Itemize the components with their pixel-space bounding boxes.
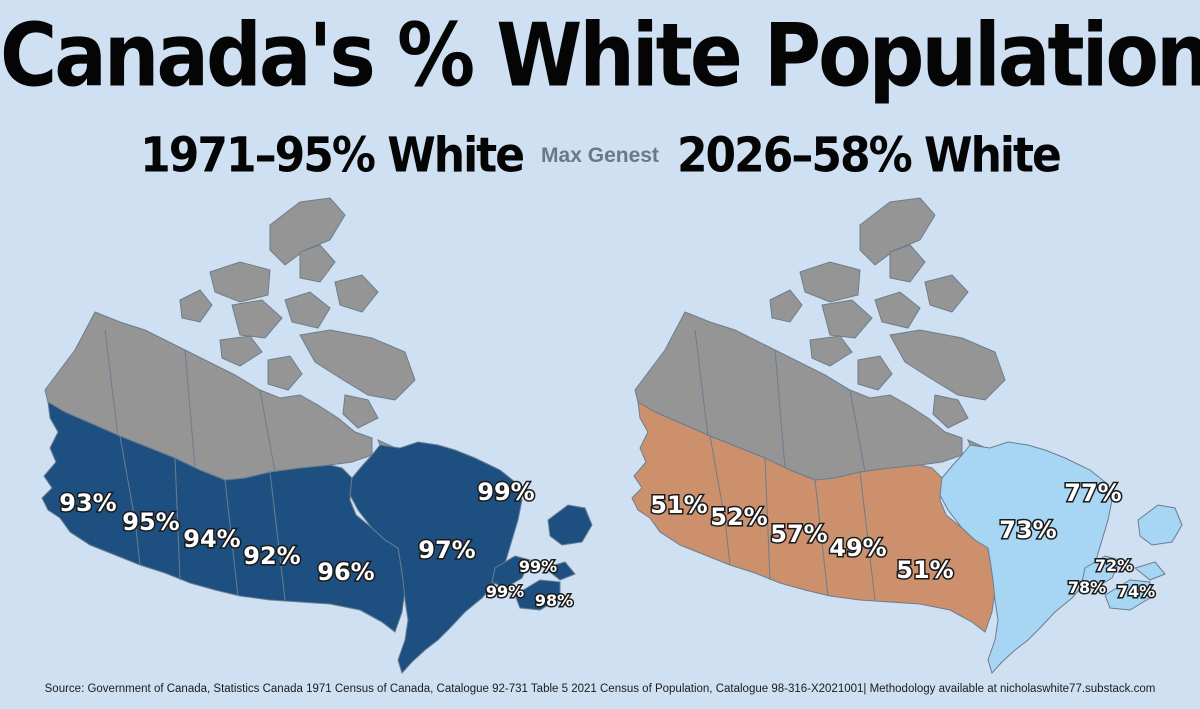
label-1971-mb: 92% — [243, 542, 300, 570]
label-1971-nl: 99% — [477, 478, 534, 506]
label-2026-sk: 57% — [770, 520, 827, 548]
label-2026-pe: 72% — [1095, 556, 1133, 575]
label-2026-ns: 74% — [1117, 582, 1155, 601]
label-1971-bc: 93% — [59, 489, 116, 517]
label-2026-mb: 49% — [829, 534, 886, 562]
map-1971 — [41, 197, 593, 674]
label-2026-qc: 73% — [999, 516, 1056, 544]
label-2026-on: 51% — [896, 556, 953, 584]
labels-1971: 93% 95% 94% 92% 96% 97% 99% 99% 99% 98% — [58, 477, 575, 612]
subtitle-1971: 1971–95% White — [140, 127, 525, 184]
label-1971-qc: 97% — [418, 536, 475, 564]
page-title: Canada's % White Population — [0, 6, 1200, 107]
subtitle-2026: 2026–58% White — [676, 127, 1062, 184]
author-credit: Max Genest — [541, 143, 659, 167]
map-2026 — [631, 197, 1183, 674]
label-1971-pe: 99% — [519, 557, 557, 576]
label-2026-ab: 52% — [710, 503, 767, 531]
label-2026-bc: 51% — [650, 491, 707, 519]
label-1971-sk: 94% — [183, 525, 240, 553]
label-1971-ab: 95% — [122, 508, 179, 536]
label-1971-ns: 98% — [535, 591, 573, 610]
label-1971-nb: 99% — [486, 582, 524, 601]
subtitle-row: 1971–95% White Max Genest 2026–58% White — [0, 127, 1200, 184]
label-2026-nb: 78% — [1068, 578, 1106, 597]
source-note: Source: Government of Canada, Statistics… — [44, 683, 1156, 695]
labels-2026: 51% 52% 57% 49% 51% 73% 77% 72% 78% 74% — [649, 478, 1157, 603]
label-2026-nl: 77% — [1064, 479, 1121, 507]
label-1971-on: 96% — [317, 558, 374, 586]
